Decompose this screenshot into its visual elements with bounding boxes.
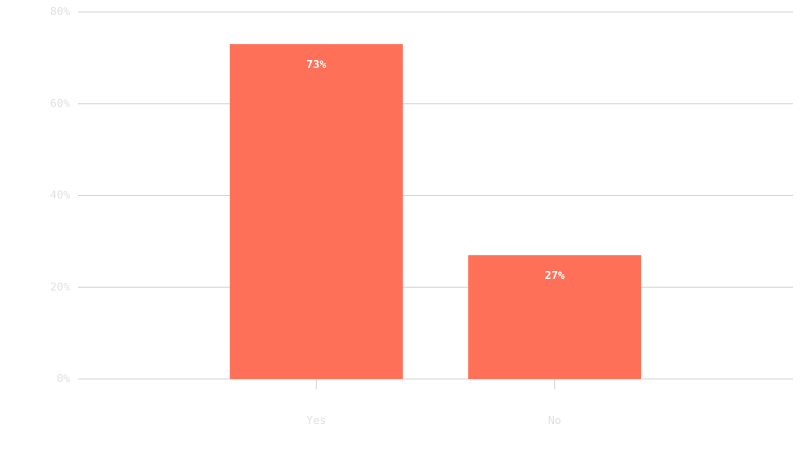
data-label: 73%	[306, 58, 326, 71]
data-label: 27%	[545, 269, 565, 282]
y-tick-label: 40%	[50, 189, 70, 202]
x-tick-label: No	[548, 414, 561, 427]
y-tick-label: 60%	[50, 97, 70, 110]
x-tick-label: Yes	[306, 414, 326, 427]
y-tick-label: 0%	[57, 372, 71, 385]
bar	[229, 44, 403, 380]
y-tick-label: 80%	[50, 5, 70, 18]
bar	[468, 255, 642, 379]
y-tick-label: 20%	[50, 280, 70, 293]
